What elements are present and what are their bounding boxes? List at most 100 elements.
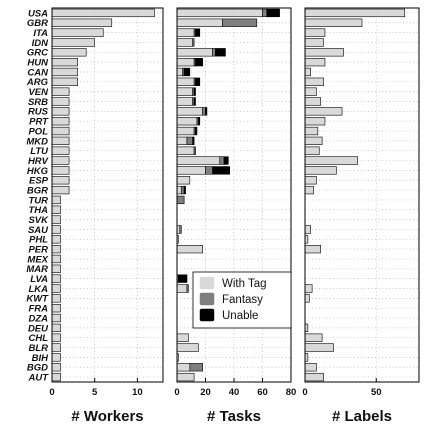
country-labels: USAGBRITAIDNGRCHUNCANARGVENSRBRUSPRTPOLM… [26,8,49,383]
bar-labels [304,136,323,146]
bar-workers [51,284,61,293]
bar-workers [51,185,70,195]
bar-unable [193,97,196,106]
category-label: IDN [32,38,50,49]
legend-swatch-with_tag [199,276,215,290]
category-label: BLR [28,343,48,354]
bar-with_tag [176,363,191,372]
bar-unable [205,107,208,116]
bar-labels [304,225,311,234]
panel-workers: 0 5 10 # Workers [49,7,164,425]
bar-workers [51,323,61,333]
bar-labels [304,18,363,27]
bar-fantasy [186,136,193,146]
bar-fantasy [186,284,189,293]
bar-workers [51,57,78,67]
x-tick-label: 60 [257,387,268,398]
bar-fantasy [180,185,185,195]
bar-workers [51,18,113,27]
category-label: SVK [28,215,49,226]
category-label: AUT [27,372,49,383]
x-tick-label: 5 [92,387,98,398]
category-label: BIH [32,353,50,364]
bar-unable [183,67,191,77]
panel-tasks: 0 20 40 60 80 # Tasks With Tag Fantasy Unable [174,7,296,425]
category-label: MEX [27,254,48,265]
legend-label-unable: Unable [222,310,258,322]
bar-fantasy [179,225,182,234]
bar-labels [304,57,326,67]
bar-labels [304,372,324,382]
bar-workers [51,244,61,254]
bar-unable [195,126,198,136]
x-axis-title: # Tasks [207,408,261,425]
bar-workers [51,28,104,37]
category-label: SAU [28,225,49,236]
category-label: RUS [28,107,49,118]
bar-with_tag [176,185,182,195]
category-label: HUN [27,58,49,69]
bar-unable [195,28,201,37]
category-label: LVA [30,274,48,285]
bar-labels [304,67,311,77]
bar-unable [212,166,231,175]
category-label: DZA [28,313,48,324]
bar-unable [195,57,203,67]
bar-workers [51,97,70,106]
x-tick-label: 0 [174,387,179,398]
bar-fantasy [176,195,185,205]
bar-with_tag [176,97,193,106]
category-label: CHL [28,333,48,344]
bar-fantasy [222,18,258,27]
bar-unable [223,156,229,165]
bar-labels [304,77,324,86]
bar-workers [51,146,70,155]
bar-workers [51,274,61,283]
bar-with_tag [176,18,223,27]
category-label: SRB [28,97,48,108]
bar-with_tag [176,244,203,254]
bar-workers [51,363,61,372]
legend: With Tag Fantasy Unable [192,271,292,329]
bar-workers [51,313,61,323]
bar-workers [51,304,61,313]
bar-fantasy [219,156,225,165]
bar-unable [195,77,201,86]
bar-labels [304,126,319,136]
bar-labels [304,294,310,303]
bar-labels [304,117,326,126]
category-label: HKG [27,166,49,177]
category-label: PHL [29,235,48,246]
x-tick-label: 10 [132,387,143,398]
chart-panels: 0 5 10 # Workers 0 20 40 60 80 # Tasks With Tag Fan… [49,7,420,425]
bar-labels [304,97,321,106]
bar-labels [304,284,313,293]
bar-labels [304,146,320,155]
category-label: MAR [26,264,48,275]
bar-with_tag [176,136,188,146]
bar-workers [51,136,70,146]
bar-with_tag [176,156,221,165]
x-axis-title: # Labels [332,408,392,425]
bar-labels [304,28,326,37]
category-label: LTU [30,146,49,157]
category-label: THA [28,205,48,216]
bar-workers [51,235,61,244]
bar-workers [51,294,61,303]
bar-labels [304,333,323,342]
bar-with_tag [176,48,213,57]
bar-fantasy [205,166,213,175]
bar-workers [51,176,70,185]
x-axis-title: # Workers [71,408,143,425]
category-label: VEN [28,87,49,98]
bar-unable [215,48,226,57]
bar-unable [183,185,186,195]
bar-labels [304,38,324,47]
bar-with_tag [176,107,203,116]
category-label: PRT [29,117,49,128]
bar-workers [51,215,61,224]
bar-workers [51,372,61,382]
bar-labels [304,107,343,116]
bar-with_tag [176,57,195,67]
